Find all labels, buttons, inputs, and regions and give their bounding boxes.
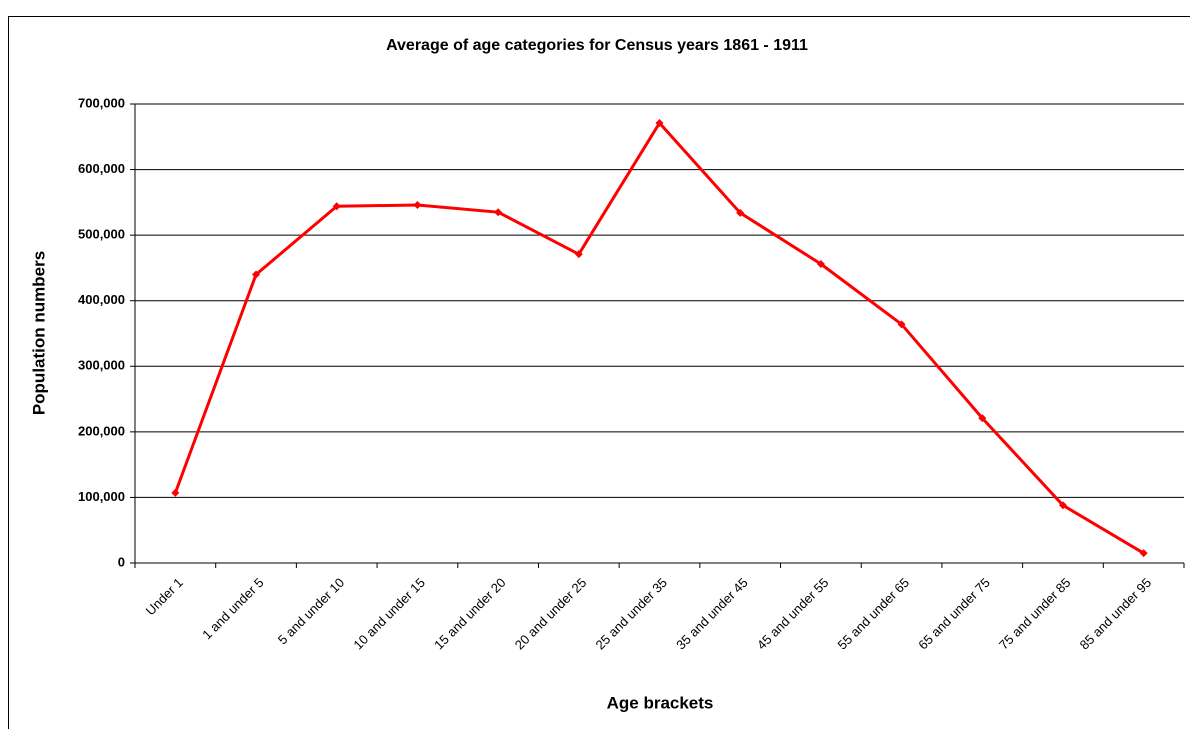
x-tick-label: 85 and under 95 bbox=[1077, 575, 1155, 653]
y-tick-label: 300,000 bbox=[78, 358, 125, 373]
marker bbox=[1058, 501, 1067, 510]
x-tick-label: 35 and under 45 bbox=[673, 575, 751, 653]
marker bbox=[736, 208, 745, 217]
x-tick-label: 20 and under 25 bbox=[512, 575, 590, 653]
x-tick-label: 25 and under 35 bbox=[592, 575, 670, 653]
x-tick-label: 15 and under 20 bbox=[431, 575, 509, 653]
marker bbox=[1139, 549, 1148, 558]
y-tick-label: 500,000 bbox=[78, 227, 125, 242]
marker bbox=[252, 270, 261, 279]
y-tick-label: 600,000 bbox=[78, 161, 125, 176]
marker bbox=[332, 202, 341, 211]
marker bbox=[978, 414, 987, 423]
marker bbox=[413, 200, 422, 209]
marker bbox=[655, 119, 664, 128]
x-tick-label: 1 and under 5 bbox=[199, 575, 266, 642]
x-tick-label: 55 and under 65 bbox=[835, 575, 913, 653]
x-tick-label: 10 and under 15 bbox=[350, 575, 428, 653]
x-tick-label: 45 and under 55 bbox=[754, 575, 832, 653]
marker bbox=[574, 250, 583, 259]
x-tick-label: Under 1 bbox=[143, 575, 186, 618]
marker bbox=[171, 488, 180, 497]
x-tick-label: 75 and under 85 bbox=[996, 575, 1074, 653]
marker bbox=[494, 208, 503, 217]
y-tick-label: 100,000 bbox=[78, 489, 125, 504]
y-tick-label: 200,000 bbox=[78, 423, 125, 438]
y-tick-label: 400,000 bbox=[78, 292, 125, 307]
x-tick-label: 5 and under 10 bbox=[275, 575, 347, 647]
line bbox=[173, 121, 1145, 555]
chart-title: Average of age categories for Census yea… bbox=[386, 37, 808, 54]
x-axis-title: Age brackets bbox=[607, 693, 714, 712]
marker bbox=[816, 259, 825, 268]
y-tick-label: 700,000 bbox=[78, 95, 125, 110]
marker bbox=[897, 320, 906, 329]
y-tick-label: 0 bbox=[118, 554, 125, 569]
x-tick-label: 65 and under 75 bbox=[915, 575, 993, 653]
y-axis-title: Population numbers bbox=[29, 251, 48, 415]
